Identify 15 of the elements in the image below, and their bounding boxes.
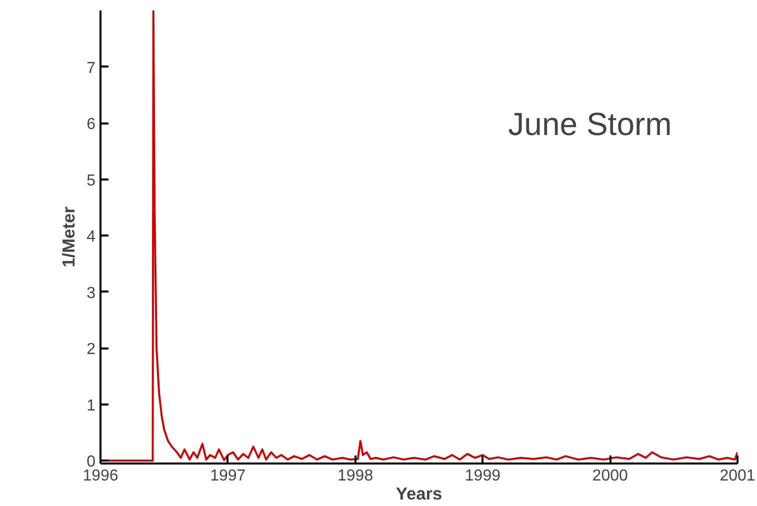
annotation: June Storm — [508, 106, 672, 142]
y-tick-label: 2 — [86, 341, 96, 358]
x-tick-label: 1997 — [210, 468, 246, 484]
x-tick-label: 2000 — [592, 468, 628, 484]
x-axis-title: Years — [396, 484, 442, 504]
y-tick-label: 4 — [86, 228, 96, 246]
x-tick-label: 2001 — [720, 468, 756, 484]
y-tick-label: 3 — [86, 284, 96, 302]
x-tick-label: 1999 — [464, 468, 501, 484]
x-tick-label: 1998 — [338, 468, 374, 484]
y-tick-label: 5 — [86, 172, 96, 190]
y-tick-label: 7 — [86, 60, 96, 77]
y-axis-title: 1/Meter — [58, 206, 79, 268]
y-tick-label: 1 — [86, 397, 96, 414]
y-tick-label: 6 — [86, 116, 96, 134]
